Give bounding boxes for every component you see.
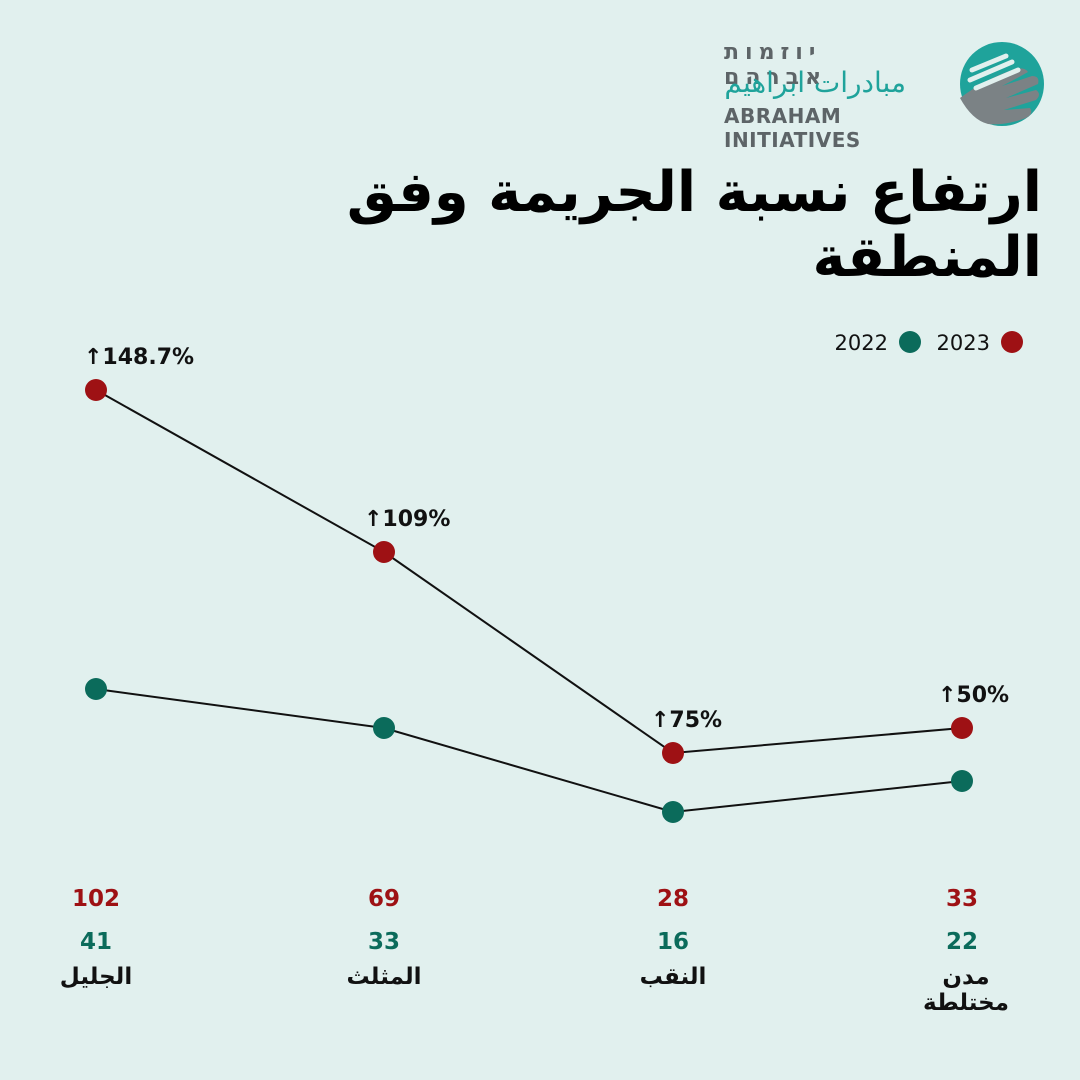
logo: יוזמות אברהם مبادرات ابراهيم ABRAHAM INI… — [724, 40, 1044, 152]
logo-hebrew-text: יוזמות אברהם — [724, 40, 828, 90]
value-label-2023: 28 — [657, 886, 689, 912]
legend-label-2022: 2022 — [835, 331, 888, 355]
category-label: مدن — [942, 964, 989, 990]
logo-arabic-text: مبادرات ابراهيم — [724, 66, 906, 99]
value-label-2022: 16 — [657, 929, 689, 955]
value-label-2023: 33 — [946, 886, 978, 912]
legend-marker-2022 — [899, 331, 921, 353]
value-label-2022: 41 — [80, 929, 112, 955]
data-point-2022-0 — [85, 678, 107, 700]
legend-label-2023: 2023 — [937, 331, 990, 355]
value-label-2023: 69 — [368, 886, 400, 912]
data-point-2023-0 — [85, 379, 107, 401]
data-point-2023-1 — [373, 541, 395, 563]
percent-change-label: ↑109% — [364, 507, 450, 532]
hands-logo-icon — [960, 42, 1044, 126]
series-line-2023 — [95, 389, 963, 755]
percent-change-label: ↑75% — [651, 708, 722, 733]
category-label: الجليل — [60, 964, 132, 990]
data-point-2023-3 — [951, 717, 973, 739]
percent-change-label: ↑50% — [938, 683, 1009, 708]
data-point-2022-3 — [951, 770, 973, 792]
chart-title: ارتفاع نسبة الجريمة وفق المنطقة — [346, 160, 1042, 290]
category-label: مختلطة — [923, 990, 1009, 1016]
percent-change-label: ↑148.7% — [84, 345, 194, 370]
value-label-2022: 33 — [368, 929, 400, 955]
data-point-2022-2 — [662, 801, 684, 823]
data-point-2023-2 — [662, 742, 684, 764]
category-label: النقب — [640, 964, 707, 990]
series-line-2022 — [95, 688, 963, 814]
value-label-2023: 102 — [72, 886, 120, 912]
legend-marker-2023 — [1001, 331, 1023, 353]
category-label: المثلث — [346, 964, 421, 990]
value-label-2022: 22 — [946, 929, 978, 955]
data-point-2022-1 — [373, 717, 395, 739]
logo-english-text: ABRAHAM INITIATIVES — [724, 104, 861, 152]
